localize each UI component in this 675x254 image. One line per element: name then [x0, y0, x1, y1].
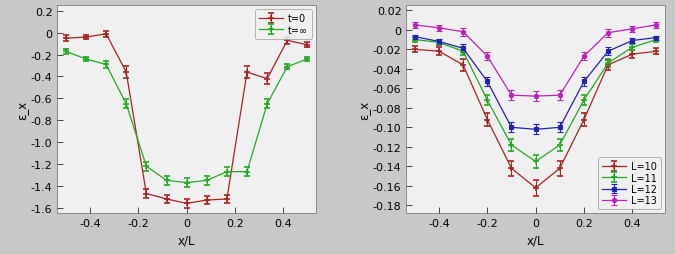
Y-axis label: ε_x: ε_x	[357, 100, 370, 119]
Y-axis label: ε_x: ε_x	[15, 100, 28, 119]
X-axis label: x/L: x/L	[178, 234, 195, 247]
Legend: t=0, t=∞: t=0, t=∞	[255, 10, 312, 39]
X-axis label: x/L: x/L	[527, 234, 544, 247]
Legend: L=10, L=11, L=12, L=13: L=10, L=11, L=12, L=13	[598, 157, 661, 210]
